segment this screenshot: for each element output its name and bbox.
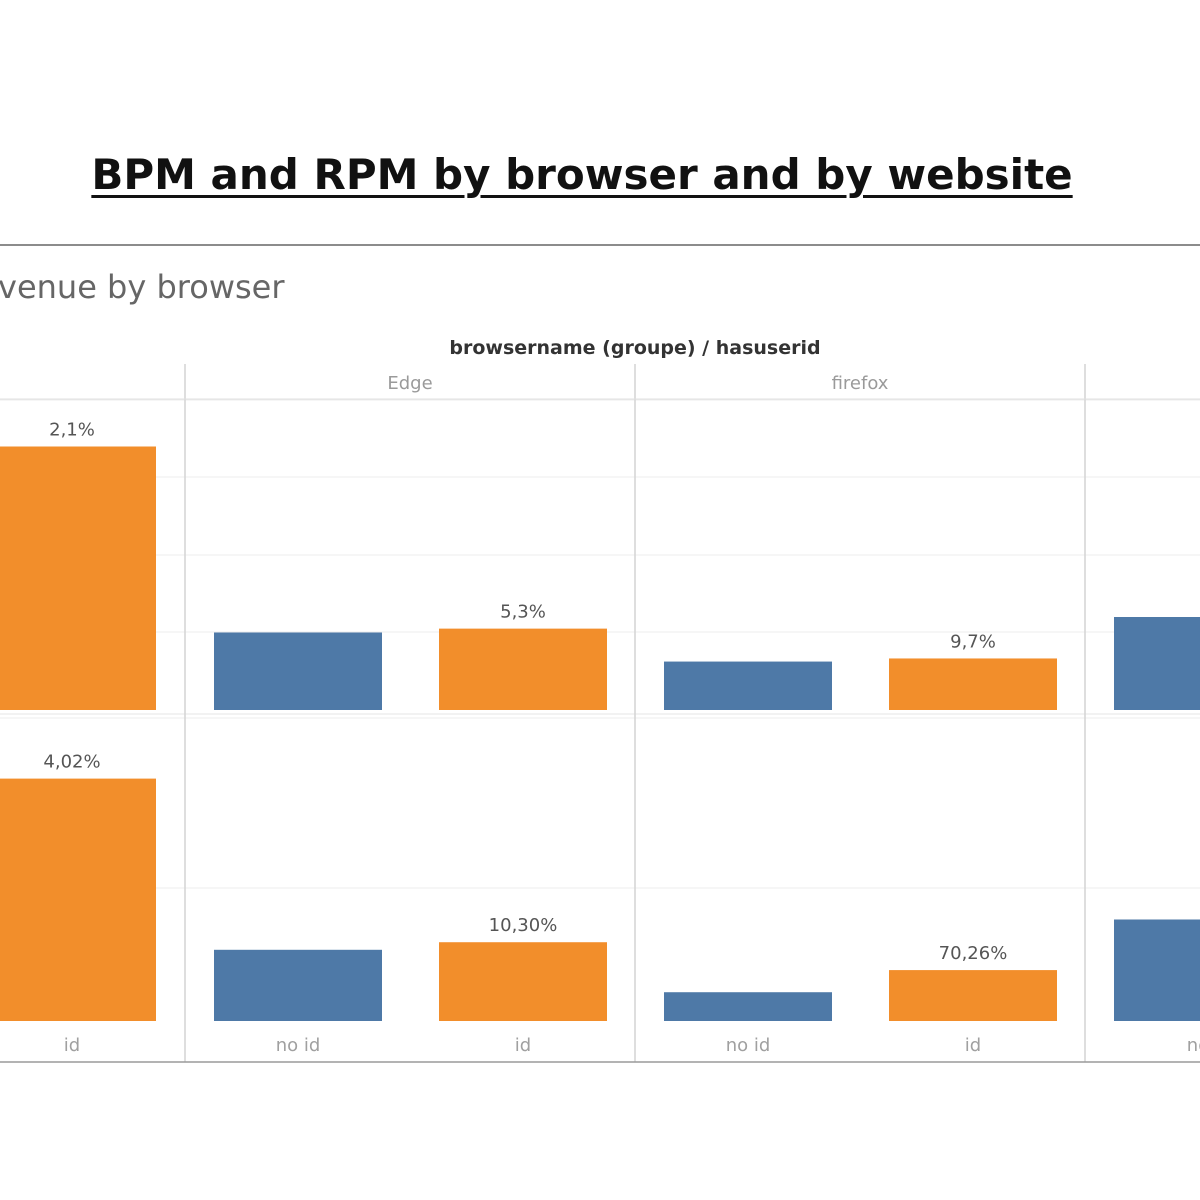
data-label-row2-1: 4,02% <box>43 752 100 773</box>
data-label-row1-3: 5,3% <box>500 602 546 623</box>
bar-row1-6 <box>1114 617 1200 710</box>
bar-row2-1 <box>0 778 156 1021</box>
bar-row1-3 <box>439 628 607 710</box>
data-label-row1-1: 2,1% <box>49 420 95 441</box>
slide-title: BPM and RPM by browser and by website <box>91 150 1073 199</box>
sheet-title: venue by browser <box>0 268 285 306</box>
chart-plot-area: Edge firefox 2,1% 5,3% 9,7% 4,02% 10,30% 70,26%… <box>0 364 1200 1063</box>
x-tick-label-4: no id <box>726 1035 771 1056</box>
bar-row1-1 <box>0 446 156 710</box>
bar-row2-3 <box>439 942 607 1021</box>
data-label-row2-3: 10,30% <box>489 915 558 936</box>
x-tick-label-5: id <box>965 1035 981 1056</box>
x-tick-label-1: id <box>64 1035 80 1056</box>
browser-label-edge: Edge <box>387 373 432 394</box>
data-label-row1-5: 9,7% <box>950 631 996 652</box>
header-title: browsername (groupe) / hasuserid <box>449 337 820 359</box>
bar-row2-5 <box>889 970 1057 1021</box>
x-tick-label-2: no id <box>276 1035 321 1056</box>
bar-row1-5 <box>889 658 1057 710</box>
browser-label-firefox: firefox <box>832 373 889 394</box>
bar-row2-2 <box>214 949 382 1021</box>
x-tick-label-6: no <box>1187 1035 1200 1056</box>
bar-row2-4 <box>664 992 832 1021</box>
data-label-row2-5: 70,26% <box>939 943 1008 964</box>
x-tick-label-3: id <box>515 1035 531 1056</box>
bar-row2-6 <box>1114 919 1200 1021</box>
bar-row1-2 <box>214 632 382 710</box>
bar-row1-4 <box>664 661 832 710</box>
